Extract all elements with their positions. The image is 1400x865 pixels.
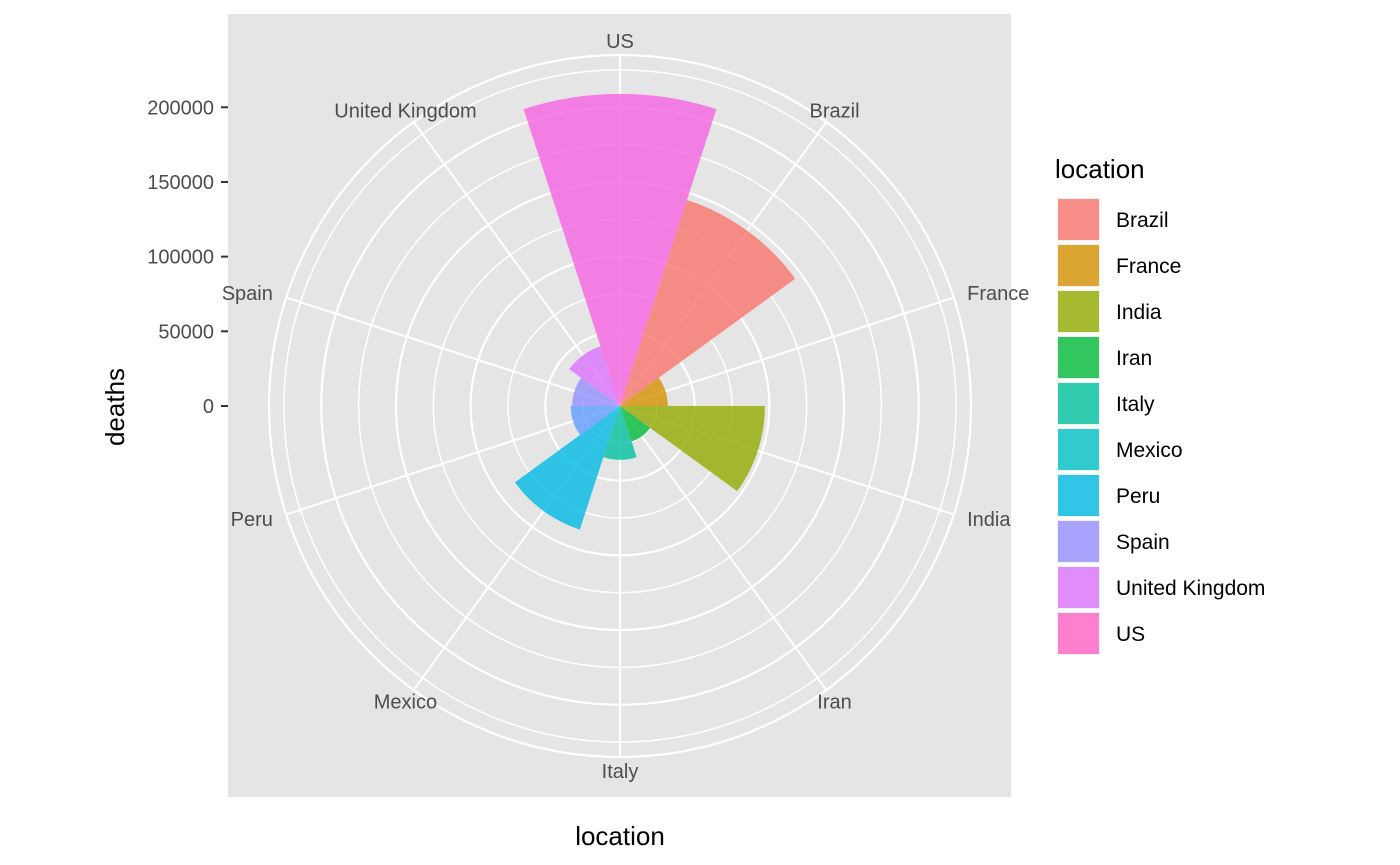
- legend-label: India: [1116, 301, 1162, 324]
- legend-label: Peru: [1116, 485, 1160, 508]
- legend-label: US: [1116, 623, 1145, 646]
- bar-spain: [572, 377, 620, 406]
- legend-key: [1058, 475, 1099, 516]
- bar-iran: [620, 406, 651, 442]
- legend-label: Spain: [1116, 531, 1170, 554]
- legend-key: [1058, 383, 1099, 424]
- legend-key: [1058, 429, 1099, 470]
- legend-key: [1058, 199, 1099, 240]
- bar-mexico: [514, 406, 620, 530]
- bar-italy: [603, 406, 637, 460]
- category-label: United Kingdom: [334, 101, 476, 123]
- legend-key: [1058, 291, 1099, 332]
- bar-brazil: [620, 200, 796, 406]
- legend-title: location: [1055, 154, 1145, 184]
- category-label: Brazil: [810, 101, 860, 123]
- legend-label: Mexico: [1116, 439, 1183, 462]
- bar-us: [523, 93, 717, 406]
- x-axis-title: location: [575, 821, 665, 851]
- y-tick-label: 100000: [147, 247, 214, 269]
- category-labels: US Brazil France India Iran Italy Mexico Peru Sp…: [222, 31, 1030, 783]
- category-label: Spain: [222, 283, 273, 305]
- category-label: Italy: [602, 761, 639, 783]
- category-label: Peru: [231, 509, 273, 531]
- legend-label: Brazil: [1116, 209, 1169, 232]
- legend-key: [1058, 613, 1099, 654]
- legend-key: [1058, 567, 1099, 608]
- legend-key: [1058, 245, 1099, 286]
- legend-label: Italy: [1116, 393, 1155, 416]
- y-tick-label: 50000: [158, 321, 214, 343]
- bars: [514, 93, 796, 530]
- y-axis: 0 50000 100000 150000 200000: [147, 97, 228, 418]
- legend-label: France: [1116, 255, 1181, 278]
- category-label: Iran: [817, 691, 851, 713]
- y-tick-label: 200000: [147, 97, 214, 119]
- grid-spoke: [285, 296, 621, 407]
- legend-key: [1058, 521, 1099, 562]
- grid-spoke: [619, 405, 828, 691]
- category-label: India: [967, 509, 1011, 531]
- bar-france: [620, 377, 668, 406]
- legend-items: Brazil France India Iran Italy Mexico Peru Spai…: [1057, 198, 1265, 655]
- y-tick-label: 150000: [147, 172, 214, 194]
- category-label: France: [967, 283, 1029, 305]
- category-label: US: [606, 31, 634, 53]
- legend: location Brazil France India Iran Italy Mexic…: [1055, 154, 1265, 655]
- legend-label: United Kingdom: [1116, 577, 1265, 600]
- bar-peru: [570, 406, 620, 435]
- grid-spoke: [619, 296, 955, 407]
- bar-india: [620, 406, 765, 492]
- bar-united-kingdom: [569, 346, 620, 406]
- grid-spoke: [285, 405, 621, 516]
- y-axis-title: deaths: [100, 368, 130, 446]
- y-tick-label: 0: [203, 396, 214, 418]
- legend-label: Iran: [1116, 347, 1152, 370]
- category-label: Mexico: [374, 691, 437, 713]
- legend-key: [1058, 337, 1099, 378]
